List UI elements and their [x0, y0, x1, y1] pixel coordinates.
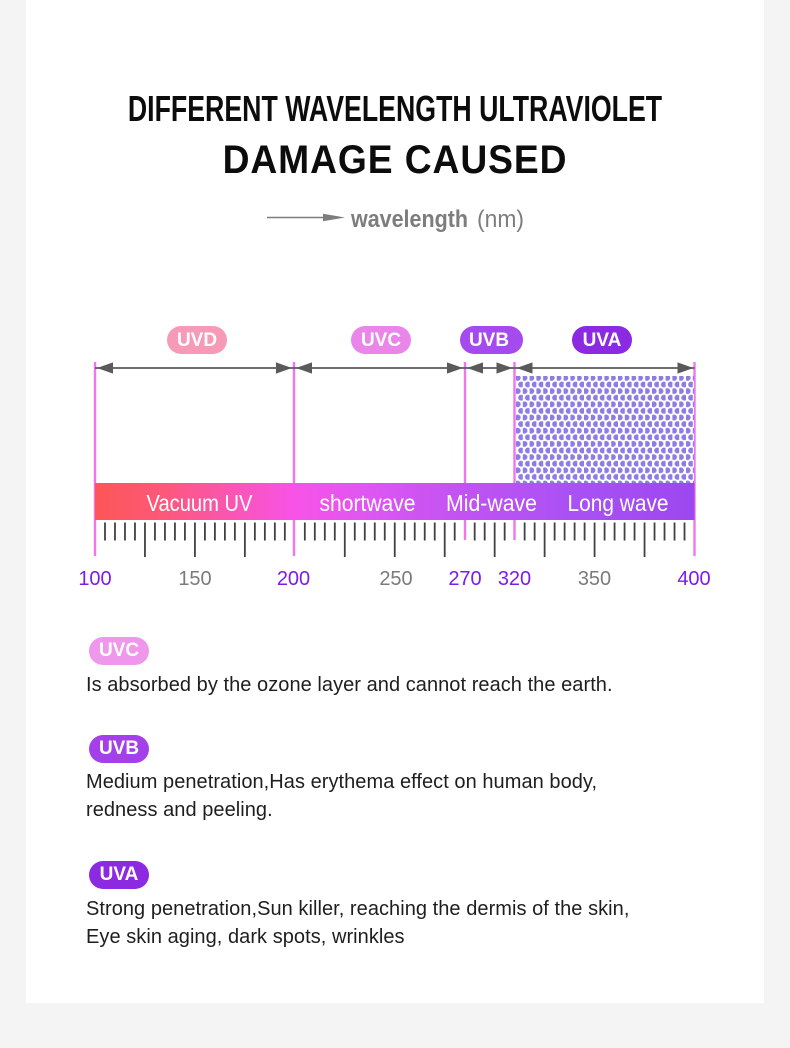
svg-text:Long wave: Long wave [568, 490, 669, 516]
svg-text:UVA: UVA [583, 330, 622, 351]
svg-text:320: 320 [498, 568, 531, 590]
svg-text:350: 350 [578, 568, 611, 590]
svg-text:400: 400 [677, 568, 710, 590]
svg-text:wavelength: wavelength [350, 206, 468, 233]
svg-text:UVB: UVB [469, 330, 509, 351]
svg-text:150: 150 [178, 568, 211, 590]
svg-text:UVC: UVC [361, 330, 401, 351]
svg-text:UVD: UVD [177, 330, 217, 351]
svg-text:250: 250 [379, 568, 412, 590]
svg-text:shortwave: shortwave [320, 490, 416, 516]
svg-text:270: 270 [448, 568, 481, 590]
svg-text:(nm): (nm) [477, 206, 524, 233]
svg-text:Vacuum UV: Vacuum UV [147, 490, 254, 516]
svg-text:100: 100 [78, 568, 111, 590]
svg-text:Mid-wave: Mid-wave [446, 490, 537, 516]
svg-text:200: 200 [277, 568, 310, 590]
